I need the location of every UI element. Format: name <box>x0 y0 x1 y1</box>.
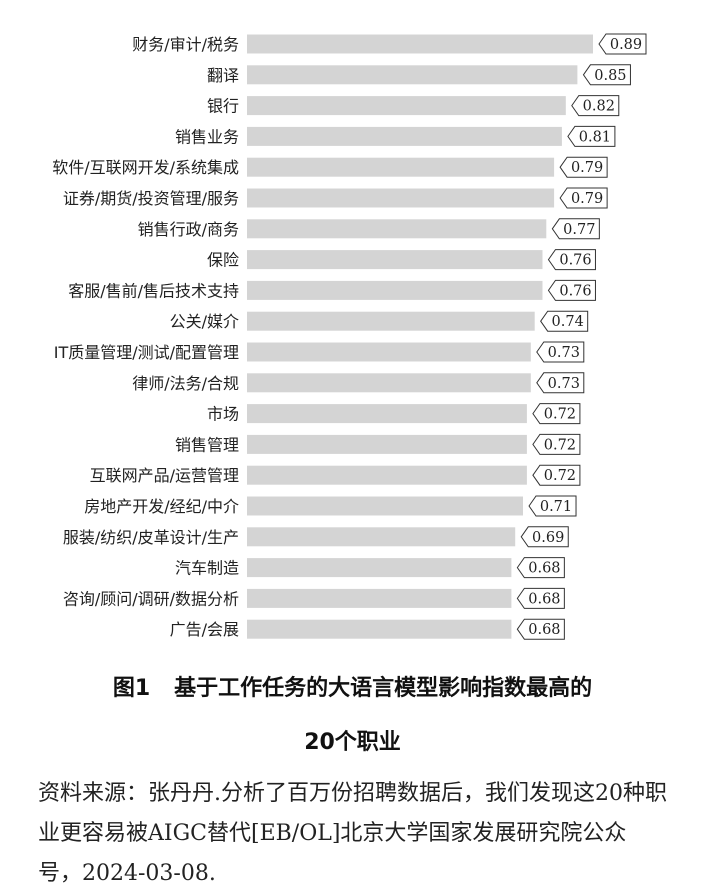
bar-19 <box>247 619 512 639</box>
bar-0 <box>247 34 593 54</box>
bar-17 <box>247 558 512 578</box>
category-label-12: 市场 <box>207 405 239 424</box>
category-label-4: 软件/互联网开发/系统集成 <box>52 158 239 177</box>
value-label-7: 0.76 <box>559 253 591 269</box>
category-label-16: 服装/纺织/皮革设计/生产 <box>63 528 239 547</box>
value-callout-10 <box>536 341 585 363</box>
category-labels: 财务/审计/税务翻译银行销售业务软件/互联网开发/系统集成证券/期货/投资管理/… <box>52 35 239 639</box>
category-label-6: 销售行政/商务 <box>138 220 239 239</box>
category-label-3: 销售业务 <box>175 127 239 146</box>
figure-caption: 图1 基于工作任务的大语言模型影响指数最高的 <box>0 670 705 702</box>
category-label-2: 银行 <box>207 97 239 116</box>
value-callout-2 <box>571 95 620 117</box>
value-label-1: 0.85 <box>594 68 626 84</box>
category-label-15: 房地产开发/经纪/中介 <box>84 497 239 516</box>
value-callout-18 <box>516 587 565 609</box>
category-label-10: IT质量管理/测试/配置管理 <box>54 343 239 362</box>
value-callout-15 <box>528 495 577 517</box>
value-label-9: 0.74 <box>552 314 584 330</box>
value-label-0: 0.89 <box>610 37 642 53</box>
value-callout-16 <box>520 526 569 548</box>
bar-10 <box>247 342 531 362</box>
value-label-12: 0.72 <box>544 407 576 423</box>
value-label-2: 0.82 <box>583 99 615 115</box>
bar-4 <box>247 157 555 177</box>
value-callout-1 <box>582 64 631 86</box>
bar-8 <box>247 280 543 300</box>
value-callout-5 <box>559 187 608 209</box>
bar-12 <box>247 404 527 424</box>
value-label-19: 0.68 <box>528 622 560 638</box>
bar-6 <box>247 219 547 239</box>
category-label-19: 广告/会展 <box>170 620 239 639</box>
value-label-11: 0.73 <box>548 376 580 392</box>
value-callout-19 <box>516 618 565 640</box>
value-label-10: 0.73 <box>548 345 580 361</box>
value-callout-4 <box>559 156 608 178</box>
bar-7 <box>247 250 543 270</box>
value-callout-0 <box>598 33 647 55</box>
category-label-11: 律师/法务/合规 <box>132 374 239 393</box>
bar-11 <box>247 373 531 393</box>
category-label-5: 证券/期货/投资管理/服务 <box>63 189 239 208</box>
value-label-15: 0.71 <box>540 499 572 515</box>
value-label-16: 0.69 <box>532 530 564 546</box>
figure-title-line1: 基于工作任务的大语言模型影响指数最高的 <box>174 676 593 701</box>
bar-15 <box>247 496 523 516</box>
category-label-8: 客服/售前/售后技术支持 <box>68 281 239 300</box>
value-callout-14 <box>532 464 581 486</box>
chart-bars <box>247 34 593 639</box>
bar-5 <box>247 188 555 208</box>
value-label-13: 0.72 <box>544 437 576 453</box>
figure-caption-line2: 20个职业 <box>0 724 705 756</box>
value-callout-17 <box>516 557 565 579</box>
figure-number: 图1 <box>112 676 151 701</box>
bar-chart: 财务/审计/税务翻译银行销售业务软件/互联网开发/系统集成证券/期货/投资管理/… <box>52 33 647 640</box>
value-callout-6 <box>551 218 600 240</box>
category-label-18: 咨询/顾问/调研/数据分析 <box>63 589 239 608</box>
category-label-9: 公关/媒介 <box>170 312 239 331</box>
bar-18 <box>247 588 512 608</box>
bar-1 <box>247 65 578 85</box>
category-label-0: 财务/审计/税务 <box>132 35 239 54</box>
bar-13 <box>247 434 527 454</box>
value-label-5: 0.79 <box>571 191 603 207</box>
value-label-6: 0.77 <box>563 222 595 238</box>
figure-title-line2: 20个职业 <box>304 730 401 755</box>
source-note: 资料来源：张丹丹.分析了百万份招聘数据后，我们发现这20种职业更容易被AIGC替… <box>38 781 667 886</box>
value-label-14: 0.72 <box>544 468 576 484</box>
category-label-14: 互联网产品/运营管理 <box>90 466 239 485</box>
value-callout-8 <box>547 279 596 301</box>
value-label-8: 0.76 <box>559 283 591 299</box>
value-callout-12 <box>532 403 581 425</box>
value-callout-13 <box>532 433 581 455</box>
bar-3 <box>247 126 562 146</box>
value-callout-7 <box>547 249 596 271</box>
bar-14 <box>247 465 527 485</box>
category-label-1: 翻译 <box>207 66 239 85</box>
category-label-17: 汽车制造 <box>175 559 239 578</box>
value-callout-3 <box>567 125 616 147</box>
value-labels: 0.89 0.85 0.82 0.81 0.79 0.79 0.77 0.76 0.76 0.74… <box>516 33 647 640</box>
value-callout-9 <box>540 310 589 332</box>
bar-2 <box>247 96 566 116</box>
value-label-18: 0.68 <box>528 591 560 607</box>
category-label-7: 保险 <box>207 251 239 270</box>
bar-16 <box>247 527 516 547</box>
value-label-17: 0.68 <box>528 561 560 577</box>
bar-9 <box>247 311 535 331</box>
value-label-4: 0.79 <box>571 160 603 176</box>
category-label-13: 销售管理 <box>175 435 239 454</box>
value-label-3: 0.81 <box>579 129 611 145</box>
value-callout-11 <box>536 372 585 394</box>
